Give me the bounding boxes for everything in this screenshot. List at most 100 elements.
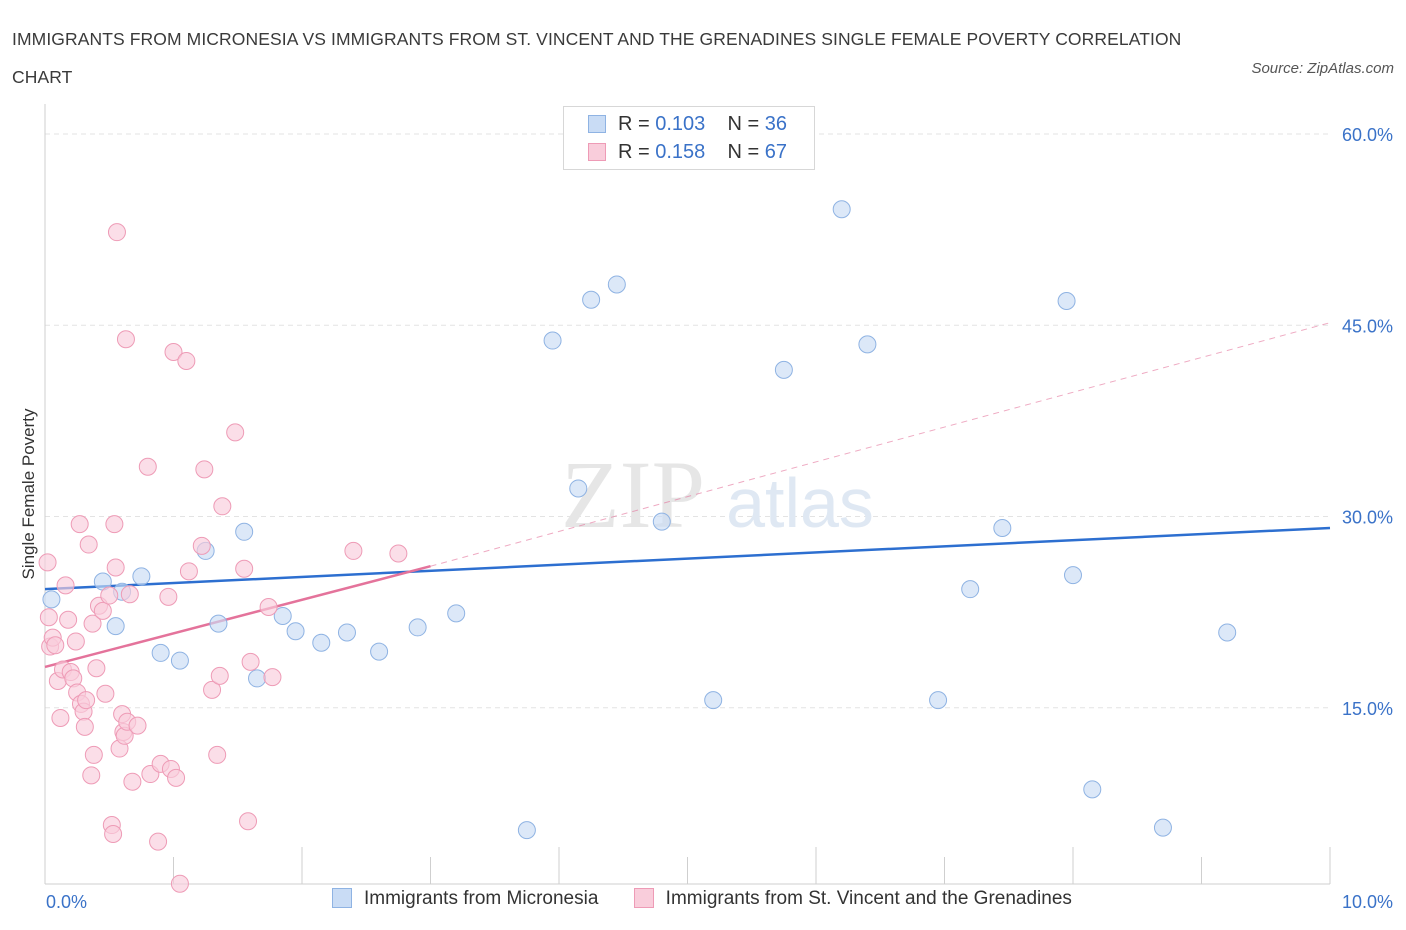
data-point-blue	[543, 331, 562, 350]
legend-swatch-pink	[588, 143, 606, 161]
data-point-pink	[84, 745, 103, 764]
data-point-pink	[259, 598, 278, 617]
data-point-blue	[1064, 566, 1082, 585]
data-point-blue	[209, 614, 228, 633]
data-point-blue	[858, 335, 877, 354]
data-point-blue	[569, 479, 588, 498]
axes	[44, 104, 1331, 885]
data-point-pink	[106, 558, 125, 577]
data-point-blue	[832, 200, 851, 219]
data-point-pink	[203, 680, 222, 699]
data-point-pink	[116, 330, 135, 349]
data-point-pink	[66, 632, 85, 651]
data-point-pink	[56, 576, 75, 595]
data-point-pink	[75, 717, 94, 736]
data-point-blue	[248, 669, 267, 688]
data-points	[38, 200, 1237, 893]
data-point-pink	[38, 553, 57, 572]
chart-title: IMMIGRANTS FROM MICRONESIA VS IMMIGRANTS…	[12, 29, 1182, 87]
data-point-blue	[1153, 818, 1172, 837]
data-point-blue	[774, 360, 793, 379]
series-legend: Immigrants from Micronesia Immigrants fr…	[332, 888, 1102, 910]
data-point-pink	[208, 745, 227, 764]
data-point-pink	[170, 874, 189, 893]
y-tick-label: 45.0%	[1342, 316, 1393, 336]
legend-swatch-blue	[588, 115, 606, 133]
data-point-pink	[128, 716, 147, 735]
legend-n-label: N =	[727, 141, 765, 163]
data-point-pink	[344, 541, 363, 560]
legend-n-value: 67	[764, 141, 788, 163]
trend-line-pink	[44, 565, 431, 669]
series-swatch-pink	[633, 888, 654, 908]
data-point-pink	[70, 515, 89, 534]
data-point-pink	[59, 610, 78, 629]
grid-lines	[45, 133, 1330, 709]
trend-extension-pink	[430, 322, 1331, 567]
data-point-blue	[447, 604, 466, 623]
legend-row-st-vincent: R = 0.158 N = 67	[588, 140, 787, 164]
data-point-pink	[51, 708, 70, 727]
data-point-pink	[239, 812, 258, 831]
data-point-pink	[389, 544, 408, 563]
data-point-blue	[286, 622, 305, 641]
data-point-pink	[46, 636, 65, 655]
x-tick-label: 10.0%	[1342, 892, 1393, 912]
series-legend-st-vincent: Immigrants from St. Vincent and the Gren…	[633, 888, 1072, 910]
y-tick-label: 15.0%	[1342, 699, 1393, 719]
data-point-pink	[39, 608, 58, 627]
data-point-pink	[82, 766, 101, 785]
data-point-pink	[210, 666, 229, 685]
data-point-pink	[105, 515, 124, 534]
data-point-blue	[170, 651, 189, 670]
data-point-pink	[164, 343, 183, 362]
data-point-blue	[1218, 623, 1237, 642]
data-point-pink	[79, 535, 98, 554]
data-point-blue	[993, 518, 1012, 537]
data-point-blue	[704, 691, 723, 710]
data-point-pink	[96, 684, 115, 703]
tick-labels: 15.0% 30.0% 45.0% 60.0% 0.0% 10.0%	[46, 125, 1393, 912]
data-point-pink	[138, 457, 157, 476]
data-point-blue	[408, 618, 427, 637]
y-axis-label: Single Female Poverty	[19, 408, 38, 580]
x-tick-label: 0.0%	[46, 892, 87, 912]
data-point-blue	[151, 643, 170, 662]
data-point-blue	[42, 590, 61, 609]
legend-r-label: R =	[618, 113, 656, 135]
series-legend-label: Immigrants from St. Vincent and the Gren…	[665, 888, 1072, 909]
data-point-blue	[1057, 292, 1076, 311]
series-swatch-blue	[332, 888, 352, 908]
data-point-pink	[159, 587, 178, 606]
data-point-blue	[106, 617, 125, 636]
data-point-pink	[167, 768, 186, 787]
data-point-pink	[235, 559, 254, 578]
trend-line-blue	[44, 526, 1331, 591]
y-tick-label: 60.0%	[1342, 125, 1393, 145]
data-point-pink	[100, 586, 119, 605]
data-point-pink	[195, 460, 214, 479]
data-point-pink	[107, 223, 126, 242]
series-legend-micronesia: Immigrants from Micronesia	[332, 888, 598, 910]
data-point-pink	[177, 351, 196, 370]
data-point-pink	[179, 562, 198, 581]
data-point-pink	[83, 614, 102, 633]
data-point-pink	[93, 601, 112, 620]
data-point-blue	[652, 512, 671, 531]
legend-r-value: 0.103	[655, 113, 706, 135]
data-point-blue	[273, 606, 292, 625]
correlation-legend: R = 0.103 N = 36 R = 0.158 N = 67	[563, 106, 815, 170]
legend-n-value: 36	[764, 113, 788, 135]
data-point-pink	[213, 497, 232, 516]
data-point-blue	[961, 580, 980, 599]
data-point-blue	[582, 290, 601, 309]
legend-row-micronesia: R = 0.103 N = 36	[588, 112, 787, 136]
data-point-blue	[1083, 780, 1102, 799]
data-point-pink	[226, 423, 245, 442]
data-point-blue	[607, 275, 626, 294]
legend-r-value: 0.158	[655, 141, 706, 163]
data-point-blue	[929, 691, 948, 710]
legend-r-label: R =	[618, 141, 656, 163]
data-point-pink	[192, 536, 211, 555]
